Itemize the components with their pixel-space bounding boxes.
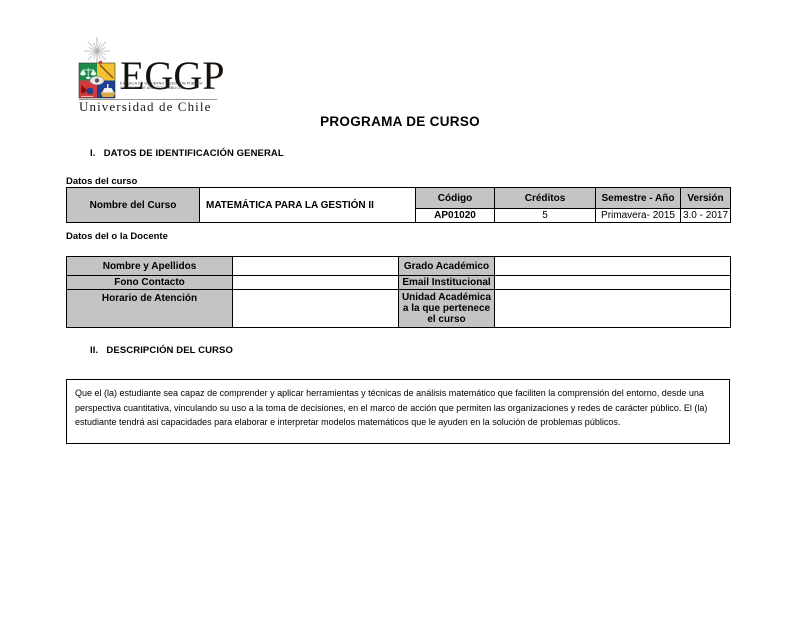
svg-text:INSTITUTO DE ASUNTOS PÚBLICOS: INSTITUTO DE ASUNTOS PÚBLICOS [120, 85, 185, 90]
svg-text:ESCUELA DE GOBIERNO Y GESTIÓN: ESCUELA DE GOBIERNO Y GESTIÓN PÚBLICA [120, 81, 203, 86]
svg-text:EGGP: EGGP [120, 53, 224, 98]
svg-text:Universidad de Chile: Universidad de Chile [79, 99, 211, 114]
